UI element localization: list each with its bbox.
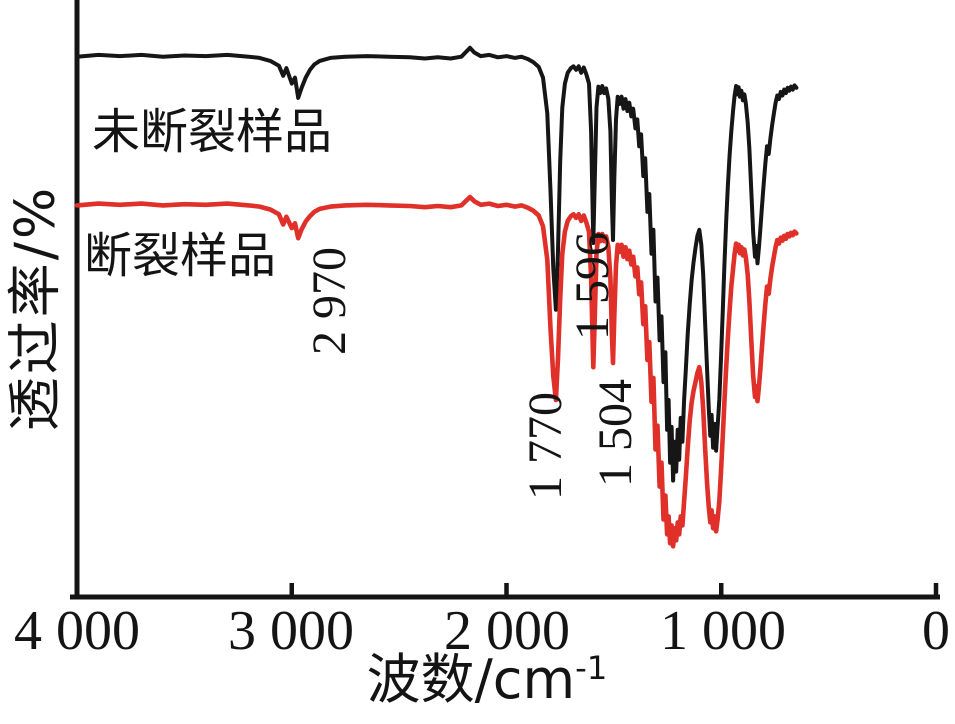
peak-label-1770: 1 770: [519, 392, 572, 500]
x-tick-label-2000: 2 000: [444, 600, 570, 662]
series-label-unbroken-sample: 未断裂样品: [92, 104, 333, 160]
x-tick-label-0: 0: [922, 600, 950, 662]
series-label-broken-sample: 断裂样品: [84, 228, 277, 284]
x-tick-label-1000: 1 000: [660, 600, 786, 662]
curve-broken-sample: [74, 194, 799, 549]
peak-label-2970: 2 970: [303, 247, 356, 355]
curve-unbroken-sample: [75, 45, 799, 483]
peak-label-1596: 1 596: [566, 232, 619, 340]
x-tick-label-4000: 4 000: [14, 600, 140, 662]
y-axis-title: 透过率/%: [3, 184, 67, 432]
x-axis-title: 波数/cm-1: [367, 650, 608, 709]
x-tick-label-3000: 3 000: [228, 600, 354, 662]
peak-label-1504: 1 504: [589, 379, 642, 487]
x-axis-title-base: 波数/cm: [366, 648, 576, 711]
x-axis-title-exponent: -1: [575, 649, 608, 687]
